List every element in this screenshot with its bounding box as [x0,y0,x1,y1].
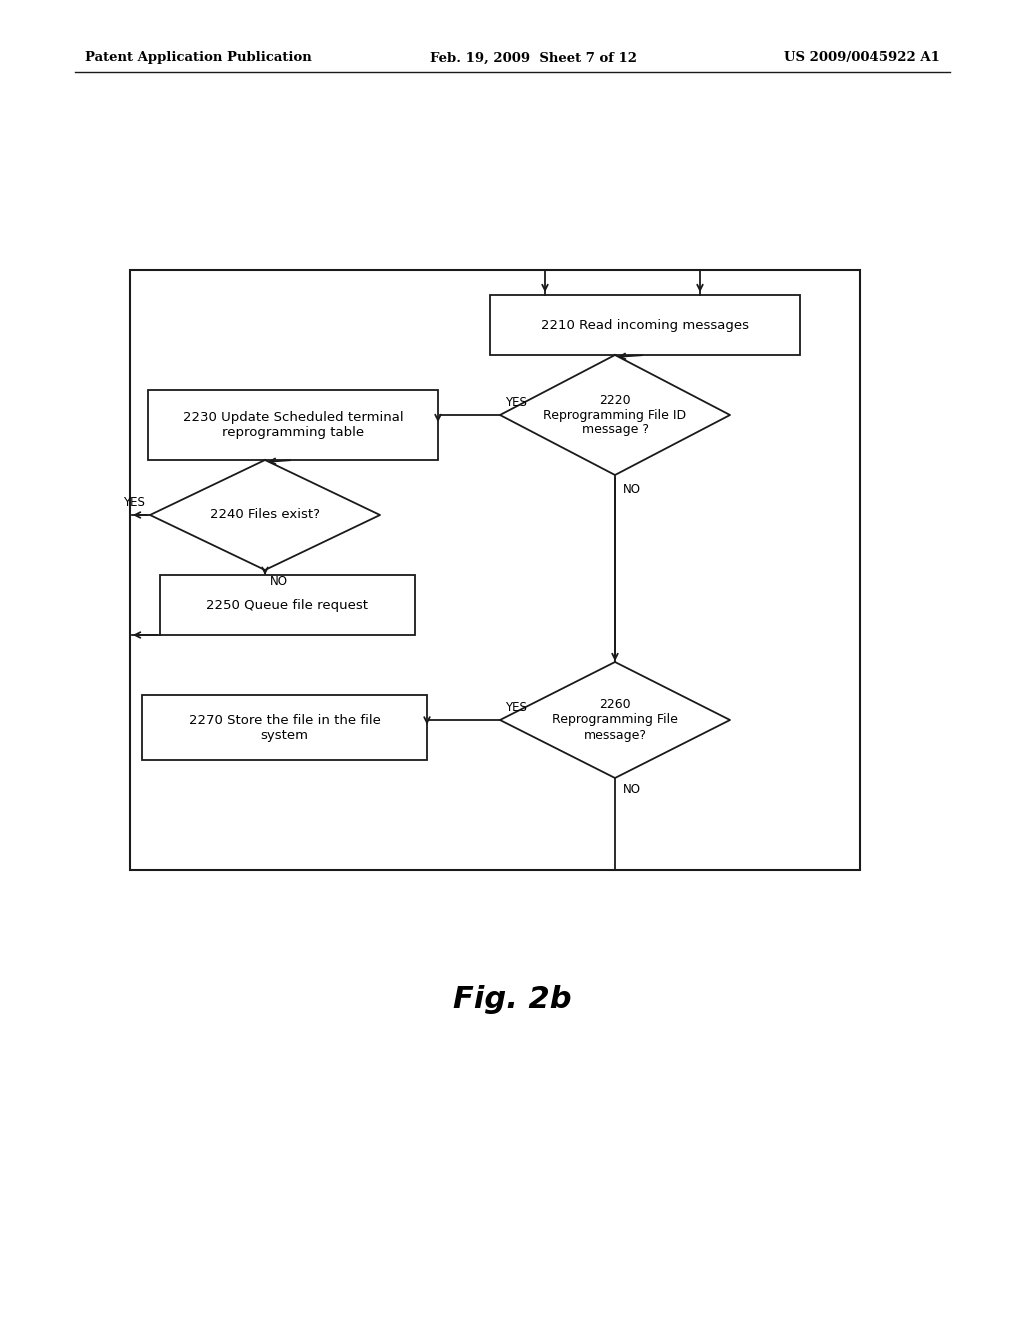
Text: YES: YES [505,396,527,409]
Bar [130,271,860,870]
Text: 2220
Reprogramming File ID
message ?: 2220 Reprogramming File ID message ? [544,393,686,437]
Polygon shape [500,663,730,777]
Text: NO: NO [270,576,288,587]
Text: 2230 Update Scheduled terminal
reprogramming table: 2230 Update Scheduled terminal reprogram… [182,411,403,440]
Bar [490,294,800,355]
Text: Patent Application Publication: Patent Application Publication [85,51,311,65]
Text: 2240 Files exist?: 2240 Files exist? [210,508,319,521]
Text: 2260
Reprogramming File
message?: 2260 Reprogramming File message? [552,698,678,742]
Text: YES: YES [123,496,145,510]
Polygon shape [150,459,380,570]
Bar [160,576,415,635]
Text: 2270 Store the file in the file
system: 2270 Store the file in the file system [188,714,381,742]
Text: Feb. 19, 2009  Sheet 7 of 12: Feb. 19, 2009 Sheet 7 of 12 [430,51,637,65]
Text: NO: NO [623,483,641,496]
Text: NO: NO [623,783,641,796]
Text: YES: YES [505,701,527,714]
Text: 2250 Queue file request: 2250 Queue file request [207,598,369,611]
Bar [148,389,438,459]
Bar [142,696,427,760]
Polygon shape [500,355,730,475]
Text: 2210 Read incoming messages: 2210 Read incoming messages [541,318,749,331]
Text: Fig. 2b: Fig. 2b [453,986,571,1015]
Text: US 2009/0045922 A1: US 2009/0045922 A1 [784,51,940,65]
